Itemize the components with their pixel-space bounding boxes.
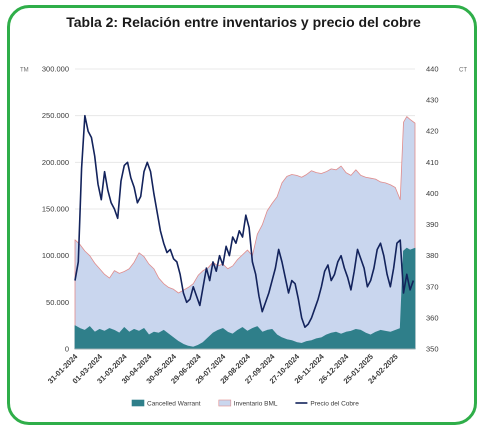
left-tick-label: 200.000 — [42, 158, 69, 167]
right-tick-label: 360 — [426, 313, 439, 322]
right-tick-label: 350 — [426, 345, 439, 354]
legend-swatch — [131, 399, 145, 407]
chart-title: Tabla 2: Relación entre inventarios y pr… — [66, 14, 421, 30]
legend-label: Precio del Cobre — [310, 401, 359, 408]
left-tick-label: 50.000 — [46, 298, 69, 307]
legend-label: Cancelled Warrant — [147, 401, 201, 408]
right-unit-label: CT — [459, 68, 467, 74]
legend-swatch — [218, 399, 232, 407]
right-tick-label: 370 — [426, 282, 439, 291]
line-series — [74, 114, 415, 329]
left-unit-label: TM — [20, 68, 29, 74]
right-tick-label: 430 — [426, 96, 439, 105]
series-line-price — [74, 114, 415, 329]
legend: Cancelled Warrant Inventario BML Precio de… — [131, 399, 359, 408]
right-tick-label: 420 — [426, 127, 439, 136]
left-tick-label: 300.000 — [42, 65, 69, 74]
right-tick-label: 390 — [426, 220, 439, 229]
area-series — [74, 116, 416, 350]
left-tick-label: 150.000 — [42, 205, 69, 214]
left-tick-label: 250.000 — [42, 111, 69, 120]
right-tick-label: 380 — [426, 251, 439, 260]
right-tick-label: 440 — [426, 65, 439, 74]
legend-label: Inventario BML — [234, 401, 278, 408]
left-tick-label: 100.000 — [42, 251, 69, 260]
series-area-1 — [74, 116, 416, 350]
left-tick-label: 0 — [65, 345, 69, 354]
right-tick-label: 400 — [426, 189, 439, 198]
right-tick-label: 410 — [426, 158, 439, 167]
series-area-0 — [74, 247, 416, 350]
